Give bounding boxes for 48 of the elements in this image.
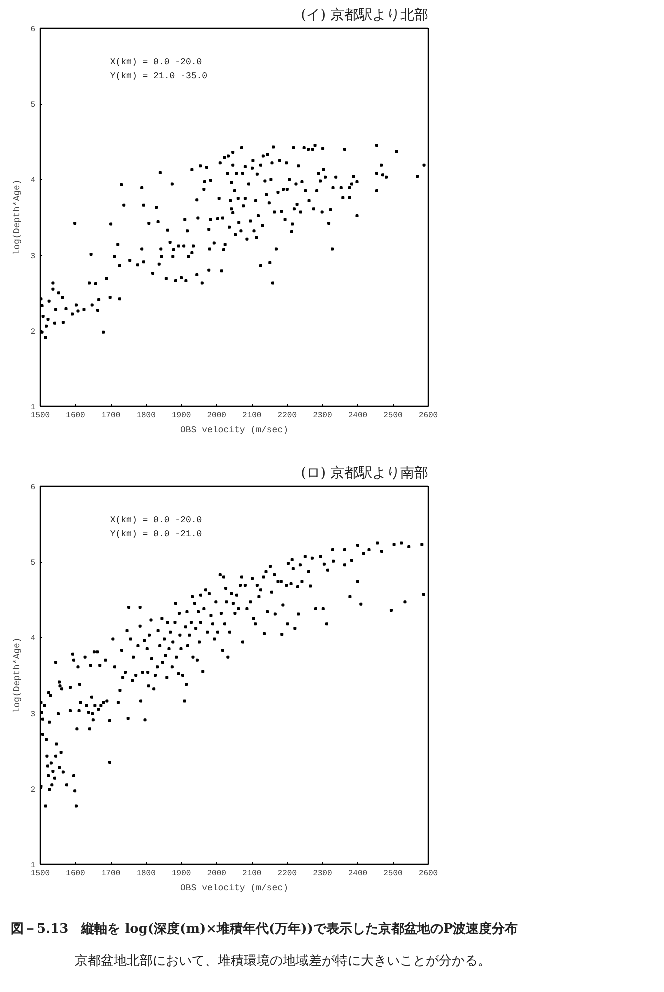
x-tick-label: 1700 [101,412,121,420]
x-tick-label: 2500 [384,870,404,878]
y-tick-label: 3 [30,710,36,720]
x-tick-label: 2300 [313,870,332,878]
x-tick-label: 1600 [66,870,86,878]
y-tick-label: 3 [30,252,36,262]
x-tick-label: 2500 [384,412,404,420]
x-tick-label: 2000 [207,412,227,420]
x-tick-label: 2400 [348,412,368,420]
y-tick-label: 4 [30,634,36,644]
x-tick-label: 1500 [30,870,50,878]
chart-subtitle: (イ) 京都駅より北部 [301,8,428,24]
text: 京都盆地北部において、堆積環境の地域差が特に大きいことが分かる。 [75,953,491,971]
y-axis-title: log(Depth*Age) [12,638,23,714]
x-tick-label: 2100 [242,870,262,878]
x-tick-label: 1600 [66,412,86,420]
annotation: Y(km) = 0.0 -21.0 [110,530,202,540]
x-tick-label: 1900 [172,412,192,420]
x-tick-label: 1900 [172,870,192,878]
y-tick-label: 4 [30,176,36,186]
x-tick-label: 1800 [136,870,156,878]
y-tick-label: 6 [30,484,36,492]
x-axis-title: OBS velocity (m/sec) [180,426,289,436]
x-tick-label: 2300 [313,412,332,420]
x-tick-label: 2000 [207,870,227,878]
y-axis-title: log(Depth*Age) [12,180,23,256]
annotation: X(km) = 0.0 -20.0 [110,516,202,526]
annotation: Y(km) = 21.0 -35.0 [110,72,208,82]
x-tick-label: 2200 [278,870,298,878]
annotation: X(km) = 0.0 -20.0 [110,58,202,68]
y-tick-label: 6 [30,26,36,34]
x-tick-label: 1700 [101,870,121,878]
y-tick-label: 2 [30,786,36,795]
y-tick-label: 5 [30,559,36,568]
x-tick-label: 2100 [242,412,262,420]
x-tick-label: 2600 [418,870,438,878]
y-tick-label: 5 [30,101,36,110]
chart-subtitle: (ロ) 京都駅より南部 [301,466,428,482]
x-axis-title: OBS velocity (m/sec) [180,884,289,894]
text: 図－5.13 縦軸を log(深度(m)×堆積年代(万年))で表示した京都盆地のP波速度分布 [11,921,518,939]
x-tick-label: 1500 [30,412,50,420]
y-tick-label: 2 [30,328,36,337]
x-tick-label: 2600 [418,412,438,420]
x-tick-label: 1800 [136,412,156,420]
x-tick-label: 2400 [348,870,368,878]
x-tick-label: 2200 [278,412,298,420]
y-tick-label: 1 [30,862,36,870]
y-tick-label: 1 [30,404,36,412]
